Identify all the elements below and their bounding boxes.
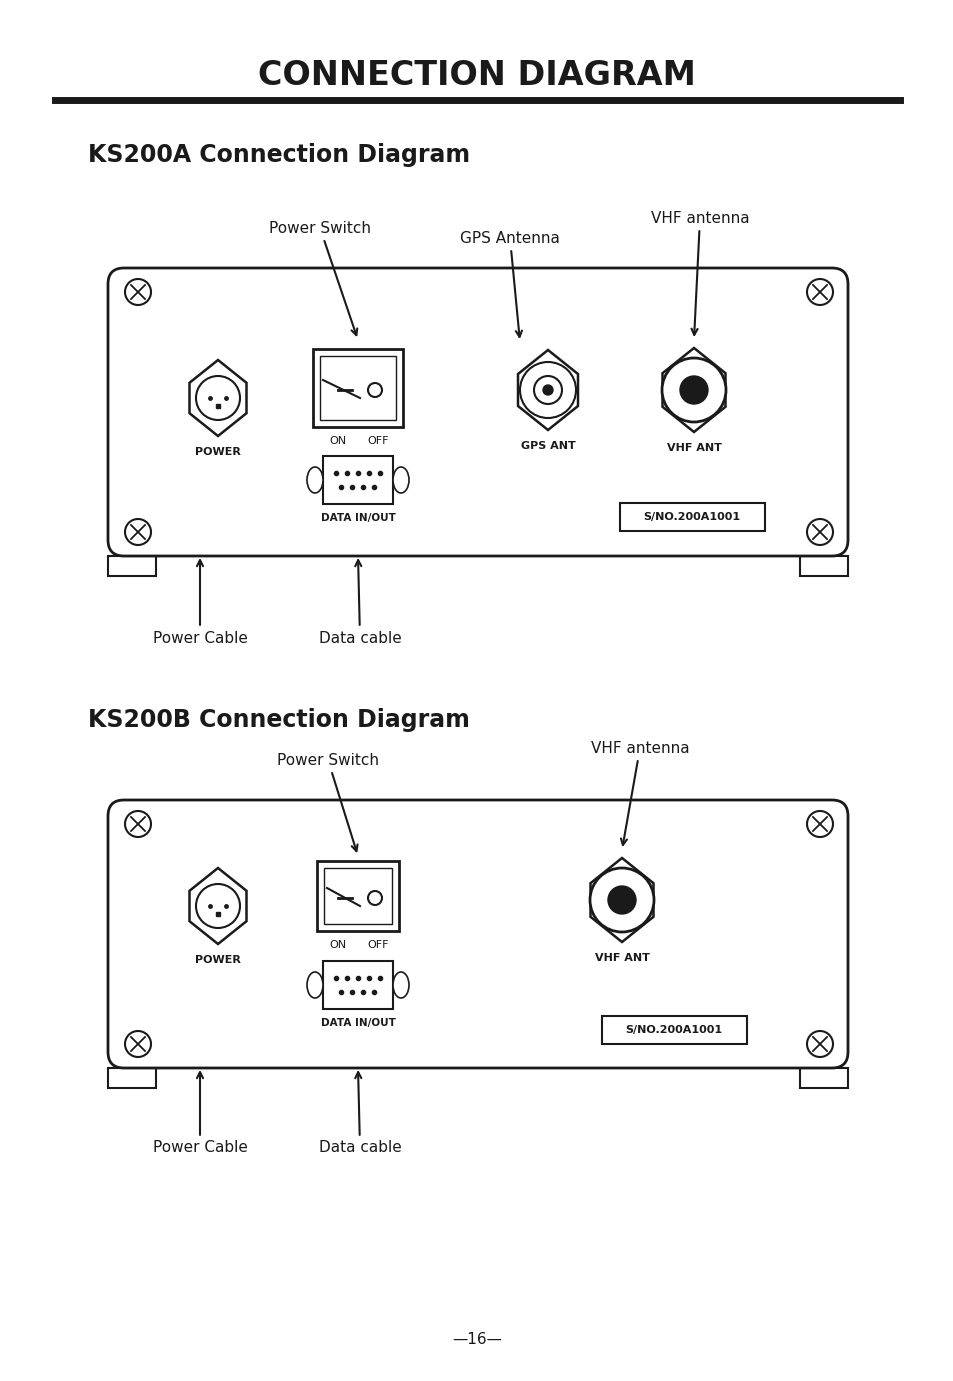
Circle shape (125, 1032, 151, 1056)
Circle shape (806, 519, 832, 545)
Text: CONNECTION DIAGRAM: CONNECTION DIAGRAM (258, 58, 695, 91)
Text: Data cable: Data cable (318, 561, 401, 645)
Text: VHF antenna: VHF antenna (650, 210, 748, 336)
Bar (619, 503, 764, 532)
Bar (800, 1068, 847, 1088)
Circle shape (125, 279, 151, 305)
Text: POWER: POWER (194, 447, 241, 457)
Text: VHF antenna: VHF antenna (590, 740, 689, 845)
Text: Power Switch: Power Switch (269, 221, 371, 336)
Text: DATA IN/OUT: DATA IN/OUT (320, 1018, 395, 1027)
Ellipse shape (307, 467, 323, 493)
Text: Power Switch: Power Switch (276, 753, 378, 851)
Text: GPS Antenna: GPS Antenna (459, 231, 559, 337)
Bar (323, 456, 393, 504)
Circle shape (661, 358, 725, 423)
Ellipse shape (393, 972, 409, 998)
Circle shape (806, 811, 832, 837)
Polygon shape (590, 858, 653, 942)
Bar (324, 869, 392, 924)
Circle shape (534, 376, 561, 405)
FancyBboxPatch shape (108, 268, 847, 557)
Circle shape (368, 891, 381, 905)
Bar (313, 349, 402, 427)
Circle shape (679, 376, 707, 405)
Bar (108, 557, 156, 576)
Circle shape (125, 519, 151, 545)
Text: KS200A Connection Diagram: KS200A Connection Diagram (88, 144, 470, 167)
Circle shape (542, 385, 553, 395)
Bar (323, 961, 393, 1010)
Circle shape (806, 279, 832, 305)
Text: —16—: —16— (452, 1333, 501, 1348)
Polygon shape (661, 348, 724, 432)
Text: OFF: OFF (367, 436, 388, 446)
Ellipse shape (307, 972, 323, 998)
Circle shape (195, 376, 240, 420)
Text: Power Cable: Power Cable (152, 1072, 247, 1156)
Text: POWER: POWER (194, 956, 241, 965)
Circle shape (607, 887, 636, 914)
Text: Data cable: Data cable (318, 1072, 401, 1156)
FancyBboxPatch shape (108, 800, 847, 1068)
Text: VHF ANT: VHF ANT (594, 953, 649, 963)
Circle shape (806, 1032, 832, 1056)
Circle shape (125, 811, 151, 837)
Bar (108, 1068, 156, 1088)
Circle shape (519, 362, 576, 418)
Text: Power Cable: Power Cable (152, 561, 247, 645)
Text: OFF: OFF (367, 940, 388, 950)
Text: ON: ON (329, 436, 346, 446)
Circle shape (589, 869, 654, 932)
Bar (316, 860, 398, 931)
Circle shape (195, 884, 240, 928)
Bar (319, 356, 395, 420)
Text: ON: ON (329, 940, 346, 950)
Ellipse shape (393, 467, 409, 493)
Polygon shape (517, 349, 578, 429)
Bar (601, 1016, 746, 1044)
Circle shape (368, 383, 381, 396)
Text: DATA IN/OUT: DATA IN/OUT (320, 512, 395, 523)
Polygon shape (190, 360, 246, 436)
Text: S/NO.200A1001: S/NO.200A1001 (642, 512, 740, 522)
Text: KS200B Connection Diagram: KS200B Connection Diagram (88, 708, 470, 732)
Text: GPS ANT: GPS ANT (520, 441, 575, 452)
Polygon shape (190, 869, 246, 945)
Text: S/NO.200A1001: S/NO.200A1001 (625, 1025, 721, 1034)
Bar (800, 557, 847, 576)
Text: VHF ANT: VHF ANT (666, 443, 720, 453)
